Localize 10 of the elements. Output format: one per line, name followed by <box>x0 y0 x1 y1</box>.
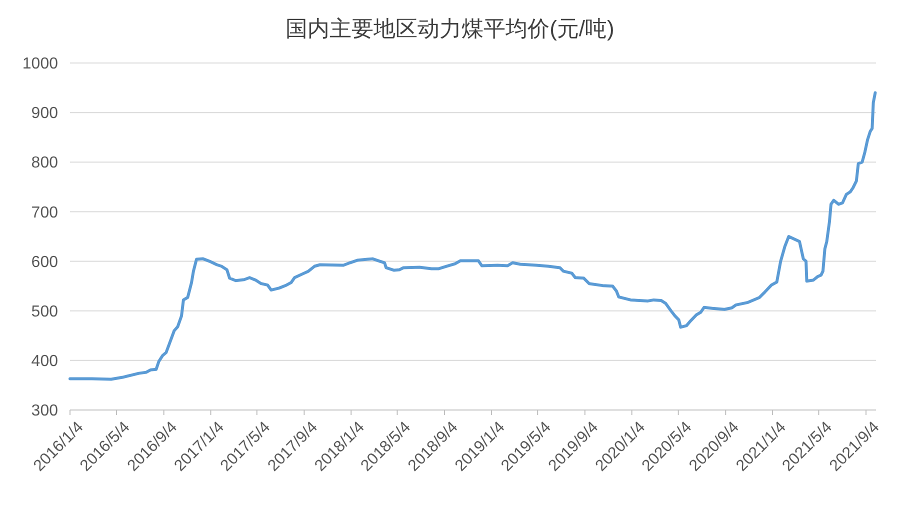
y-tick-label: 800 <box>31 154 58 172</box>
y-tick-label: 700 <box>31 204 58 222</box>
y-tick-label: 900 <box>31 105 58 122</box>
y-tick-label: 1000 <box>22 56 58 73</box>
line-series <box>68 91 877 381</box>
y-tick-label: 600 <box>31 254 58 271</box>
y-tick-label: 500 <box>31 303 58 320</box>
y-tick-label: 400 <box>31 353 58 370</box>
chart-title: 国内主要地区动力煤平均价(元/吨) <box>286 16 614 41</box>
y-tick-label: 300 <box>31 402 58 420</box>
